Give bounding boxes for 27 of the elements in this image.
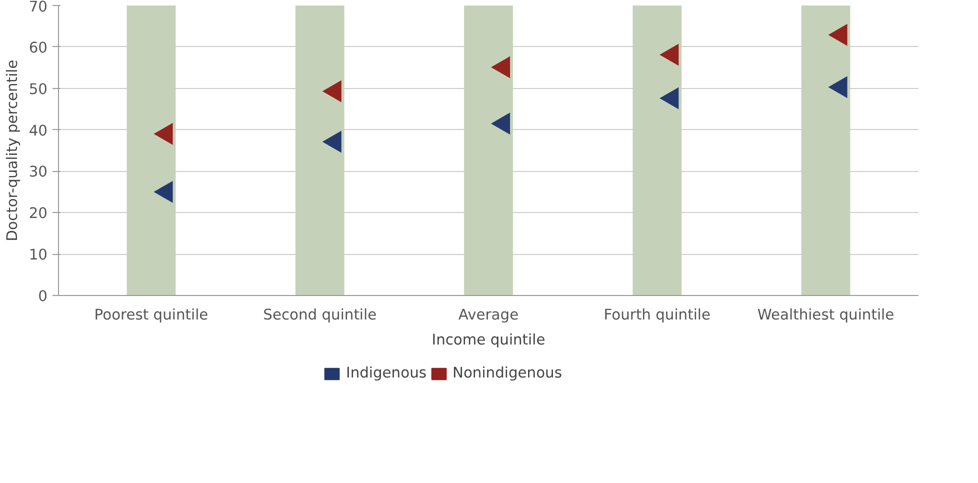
y-tick-label: 20 [28,205,48,222]
point [828,76,848,98]
point [154,180,173,203]
y-tick-label: 30 [28,164,48,181]
point [828,24,848,46]
point [154,122,173,145]
legend-label: Nonindigenous [452,364,562,382]
y-tick-label: 70 [28,0,48,16]
x-tick-label: Poorest quintile [94,306,208,324]
point [490,56,510,78]
legend-label: Indigenous [346,364,426,382]
x-tick-label: Second quintile [263,306,377,324]
point [660,87,679,110]
y-tick-label: 50 [28,80,48,98]
point [322,80,342,102]
y-axis-title: Doctor-quality percentile [4,60,21,242]
point [660,44,679,66]
y-tick-label: 40 [28,122,48,140]
point [490,112,510,135]
x-axis-title: Income quintile [432,332,546,348]
x-tick-label: Fourth quintile [604,306,711,324]
point [322,130,342,153]
y-tick-label: 0 [38,288,48,305]
y-tick-label: 10 [28,246,48,264]
x-tick-label: Wealthiest quintile [757,306,894,324]
x-tick-label: Average [458,306,519,324]
y-tick-label: 60 [28,39,48,56]
